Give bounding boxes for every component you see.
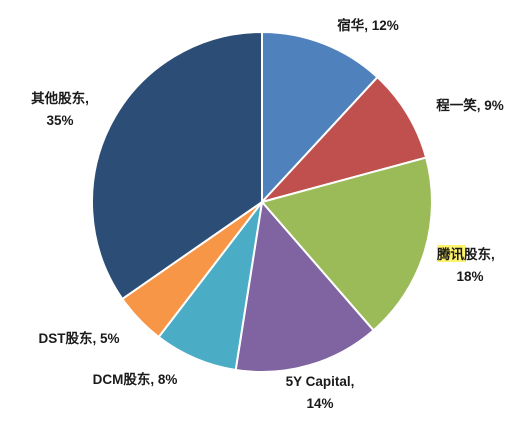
slice-label-dcm: DCM股东, 8% (93, 371, 178, 387)
pie-slice-tencent (261, 156, 433, 332)
slice-label-5y-capital: 5Y Capital, (286, 374, 355, 389)
slice-label-dst: DST股东, 5% (38, 330, 119, 346)
pie-slice-5y-capital (234, 201, 375, 373)
slice-value-others: 35% (46, 113, 73, 128)
pie-slice-suhua (261, 31, 379, 203)
slice-value-5y-capital: 14% (306, 396, 333, 411)
label-highlight (437, 245, 466, 262)
slice-label-chengyixiao: 程一笑, 9% (436, 97, 504, 113)
slice-label-suhua: 宿华, 12% (337, 17, 399, 33)
slice-label-tencent: 腾讯股东, (437, 246, 495, 262)
pie-slice-chengyixiao (261, 76, 428, 203)
slice-value-tencent: 18% (456, 269, 483, 284)
pie-slice-others (91, 31, 263, 300)
slice-label-others: 其他股东, (31, 90, 89, 106)
